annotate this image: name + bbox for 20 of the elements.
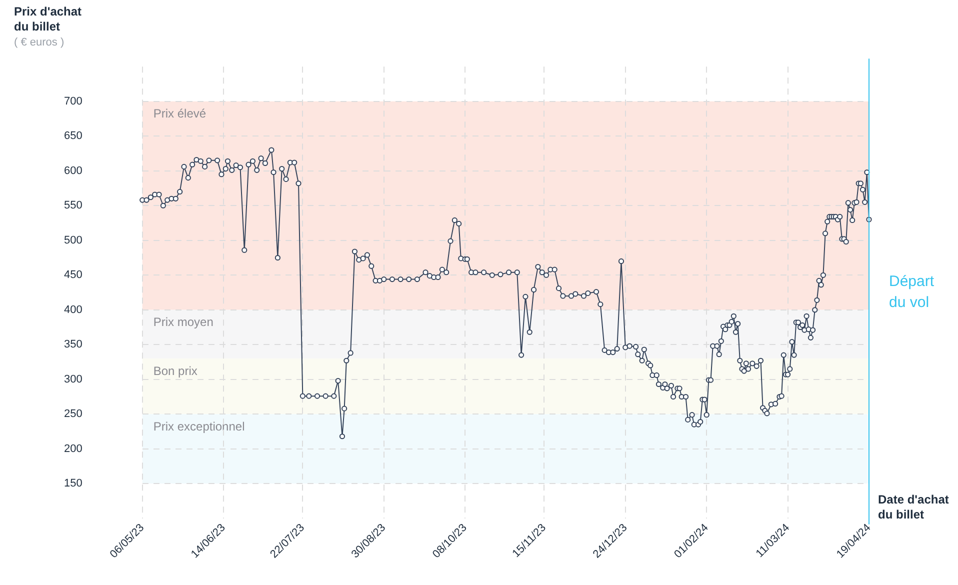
band-label: Prix exceptionnel (153, 419, 245, 434)
y-tick-label: 550 (64, 200, 82, 212)
band-label: Prix moyen (153, 315, 214, 330)
y-tick-label: 650 (64, 130, 82, 142)
y-tick-label: 500 (64, 234, 82, 246)
ref-line-label: Départ du vol (889, 273, 935, 312)
y-axis-title: Prix d'achat du billet (14, 4, 82, 34)
band-label: Prix élevé (153, 106, 206, 121)
y-tick-label: 700 (64, 95, 82, 108)
x-axis-title: Date d'achat du billet (878, 492, 949, 522)
y-tick-label: 250 (64, 408, 82, 420)
band-label: Bon prix (153, 364, 198, 378)
y-tick-label: 150 (64, 478, 82, 490)
y-tick-label: 600 (64, 164, 82, 177)
y-tick-label: 450 (64, 269, 82, 282)
y-tick-label: 400 (64, 304, 82, 316)
y-tick-label: 300 (64, 373, 82, 386)
y-tick-label: 350 (64, 338, 82, 351)
text: ( € euros ) (14, 36, 64, 49)
y-tick-label: 200 (64, 442, 82, 455)
